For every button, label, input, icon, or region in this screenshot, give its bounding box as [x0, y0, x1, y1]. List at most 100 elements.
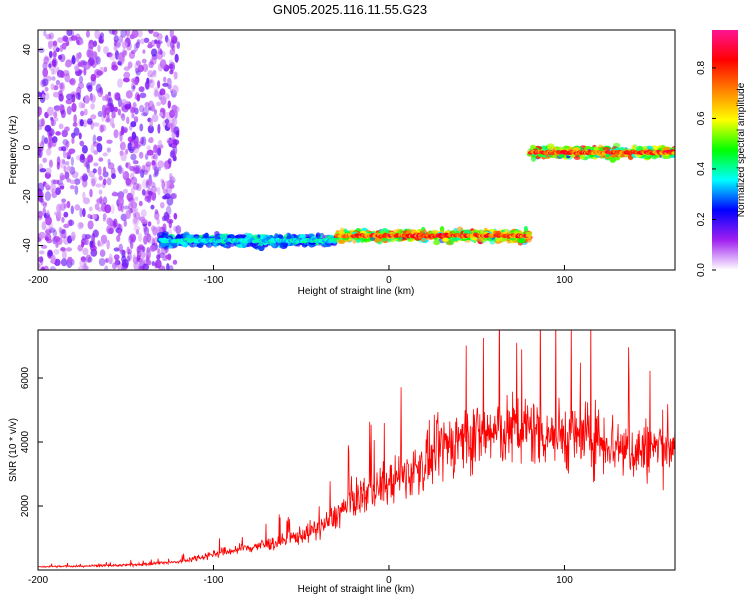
noise-point	[131, 82, 136, 92]
noise-point	[63, 144, 69, 152]
noise-point	[61, 129, 68, 138]
noise-point	[173, 225, 179, 232]
noise-point	[48, 63, 52, 68]
noise-point	[139, 92, 147, 99]
noise-point	[128, 234, 134, 244]
noise-point	[169, 30, 174, 39]
noise-point	[51, 57, 58, 68]
noise-point	[60, 247, 66, 252]
noise-point	[74, 185, 79, 195]
noise-point	[125, 90, 133, 99]
noise-point	[154, 152, 158, 162]
noise-point	[134, 78, 139, 86]
noise-point	[40, 197, 44, 204]
noise-point	[48, 159, 53, 168]
noise-point	[104, 265, 109, 270]
noise-point	[62, 35, 69, 42]
noise-point	[166, 180, 172, 189]
noise-point	[97, 166, 102, 176]
x-tick-label: -100	[203, 575, 223, 586]
noise-point	[137, 64, 144, 73]
noise-point	[56, 156, 61, 166]
noise-point	[141, 219, 148, 225]
noise-point	[44, 236, 49, 241]
noise-point	[61, 216, 65, 223]
noise-point	[122, 171, 126, 177]
noise-point	[73, 178, 81, 185]
noise-point	[139, 123, 144, 132]
noise-point	[95, 83, 102, 93]
noise-point	[44, 92, 50, 100]
noise-point	[42, 78, 49, 87]
noise-point	[87, 213, 92, 219]
noise-point	[134, 167, 141, 174]
noise-point	[138, 104, 145, 113]
noise-point	[140, 169, 145, 178]
noise-point	[105, 117, 111, 123]
noise-point	[137, 30, 143, 38]
noise-point	[55, 79, 61, 86]
noise-point	[147, 79, 153, 84]
noise-point	[109, 105, 115, 113]
noise-point	[132, 182, 140, 191]
noise-point	[157, 186, 161, 196]
noise-point	[140, 136, 145, 145]
spectral-track-point	[192, 243, 198, 248]
noise-point	[83, 67, 87, 76]
noise-point	[127, 197, 135, 203]
noise-point	[130, 153, 137, 161]
noise-point	[166, 38, 171, 48]
noise-point	[87, 43, 94, 50]
noise-point	[151, 113, 159, 123]
noise-point	[147, 70, 154, 78]
colorbar-ticks: 0.0 0.2 0.4 0.6 0.8	[696, 61, 716, 277]
noise-point	[70, 205, 74, 215]
noise-point	[167, 253, 172, 261]
y-tick-label: 4000	[20, 430, 31, 453]
spectral-track-point	[279, 242, 288, 250]
spectrogram-x-ticks: -200 -100 0 100	[28, 265, 573, 286]
noise-point	[130, 146, 136, 151]
noise-point	[83, 197, 90, 205]
noise-point	[65, 93, 73, 101]
noise-point	[56, 179, 64, 186]
noise-point	[63, 165, 67, 173]
noise-point	[148, 61, 154, 69]
noise-point	[134, 62, 138, 71]
noise-point	[172, 259, 178, 265]
noise-point	[147, 260, 152, 266]
noise-point	[117, 228, 122, 237]
spectrogram-y-ticks: -40 -20 0 20 40	[22, 44, 43, 253]
colorbar-tick-label: 0.2	[696, 212, 707, 226]
noise-point	[162, 223, 167, 234]
noise-point	[84, 94, 90, 104]
noise-point	[98, 175, 103, 181]
noise-point	[52, 91, 60, 98]
y-tick-label: 20	[22, 93, 33, 105]
noise-point	[69, 185, 75, 190]
noise-point	[119, 249, 126, 255]
spectrogram-marks	[38, 30, 675, 270]
noise-point	[60, 70, 65, 79]
noise-point	[133, 116, 139, 123]
noise-point	[140, 38, 145, 45]
noise-point	[153, 173, 157, 178]
noise-point	[125, 210, 131, 220]
spectral-track-core	[525, 233, 531, 238]
noise-point	[93, 162, 99, 167]
noise-point	[107, 227, 113, 234]
noise-point	[169, 176, 176, 184]
noise-point	[159, 144, 164, 149]
noise-point	[157, 248, 161, 254]
noise-point	[157, 47, 163, 55]
noise-point	[58, 226, 62, 234]
noise-point	[133, 206, 139, 214]
noise-point	[90, 144, 95, 154]
noise-point	[147, 221, 152, 227]
noise-point	[145, 249, 152, 259]
noise-point	[127, 251, 132, 262]
noise-point	[148, 136, 154, 144]
noise-point	[171, 133, 177, 138]
noise-point	[85, 237, 89, 246]
noise-point	[78, 222, 84, 228]
